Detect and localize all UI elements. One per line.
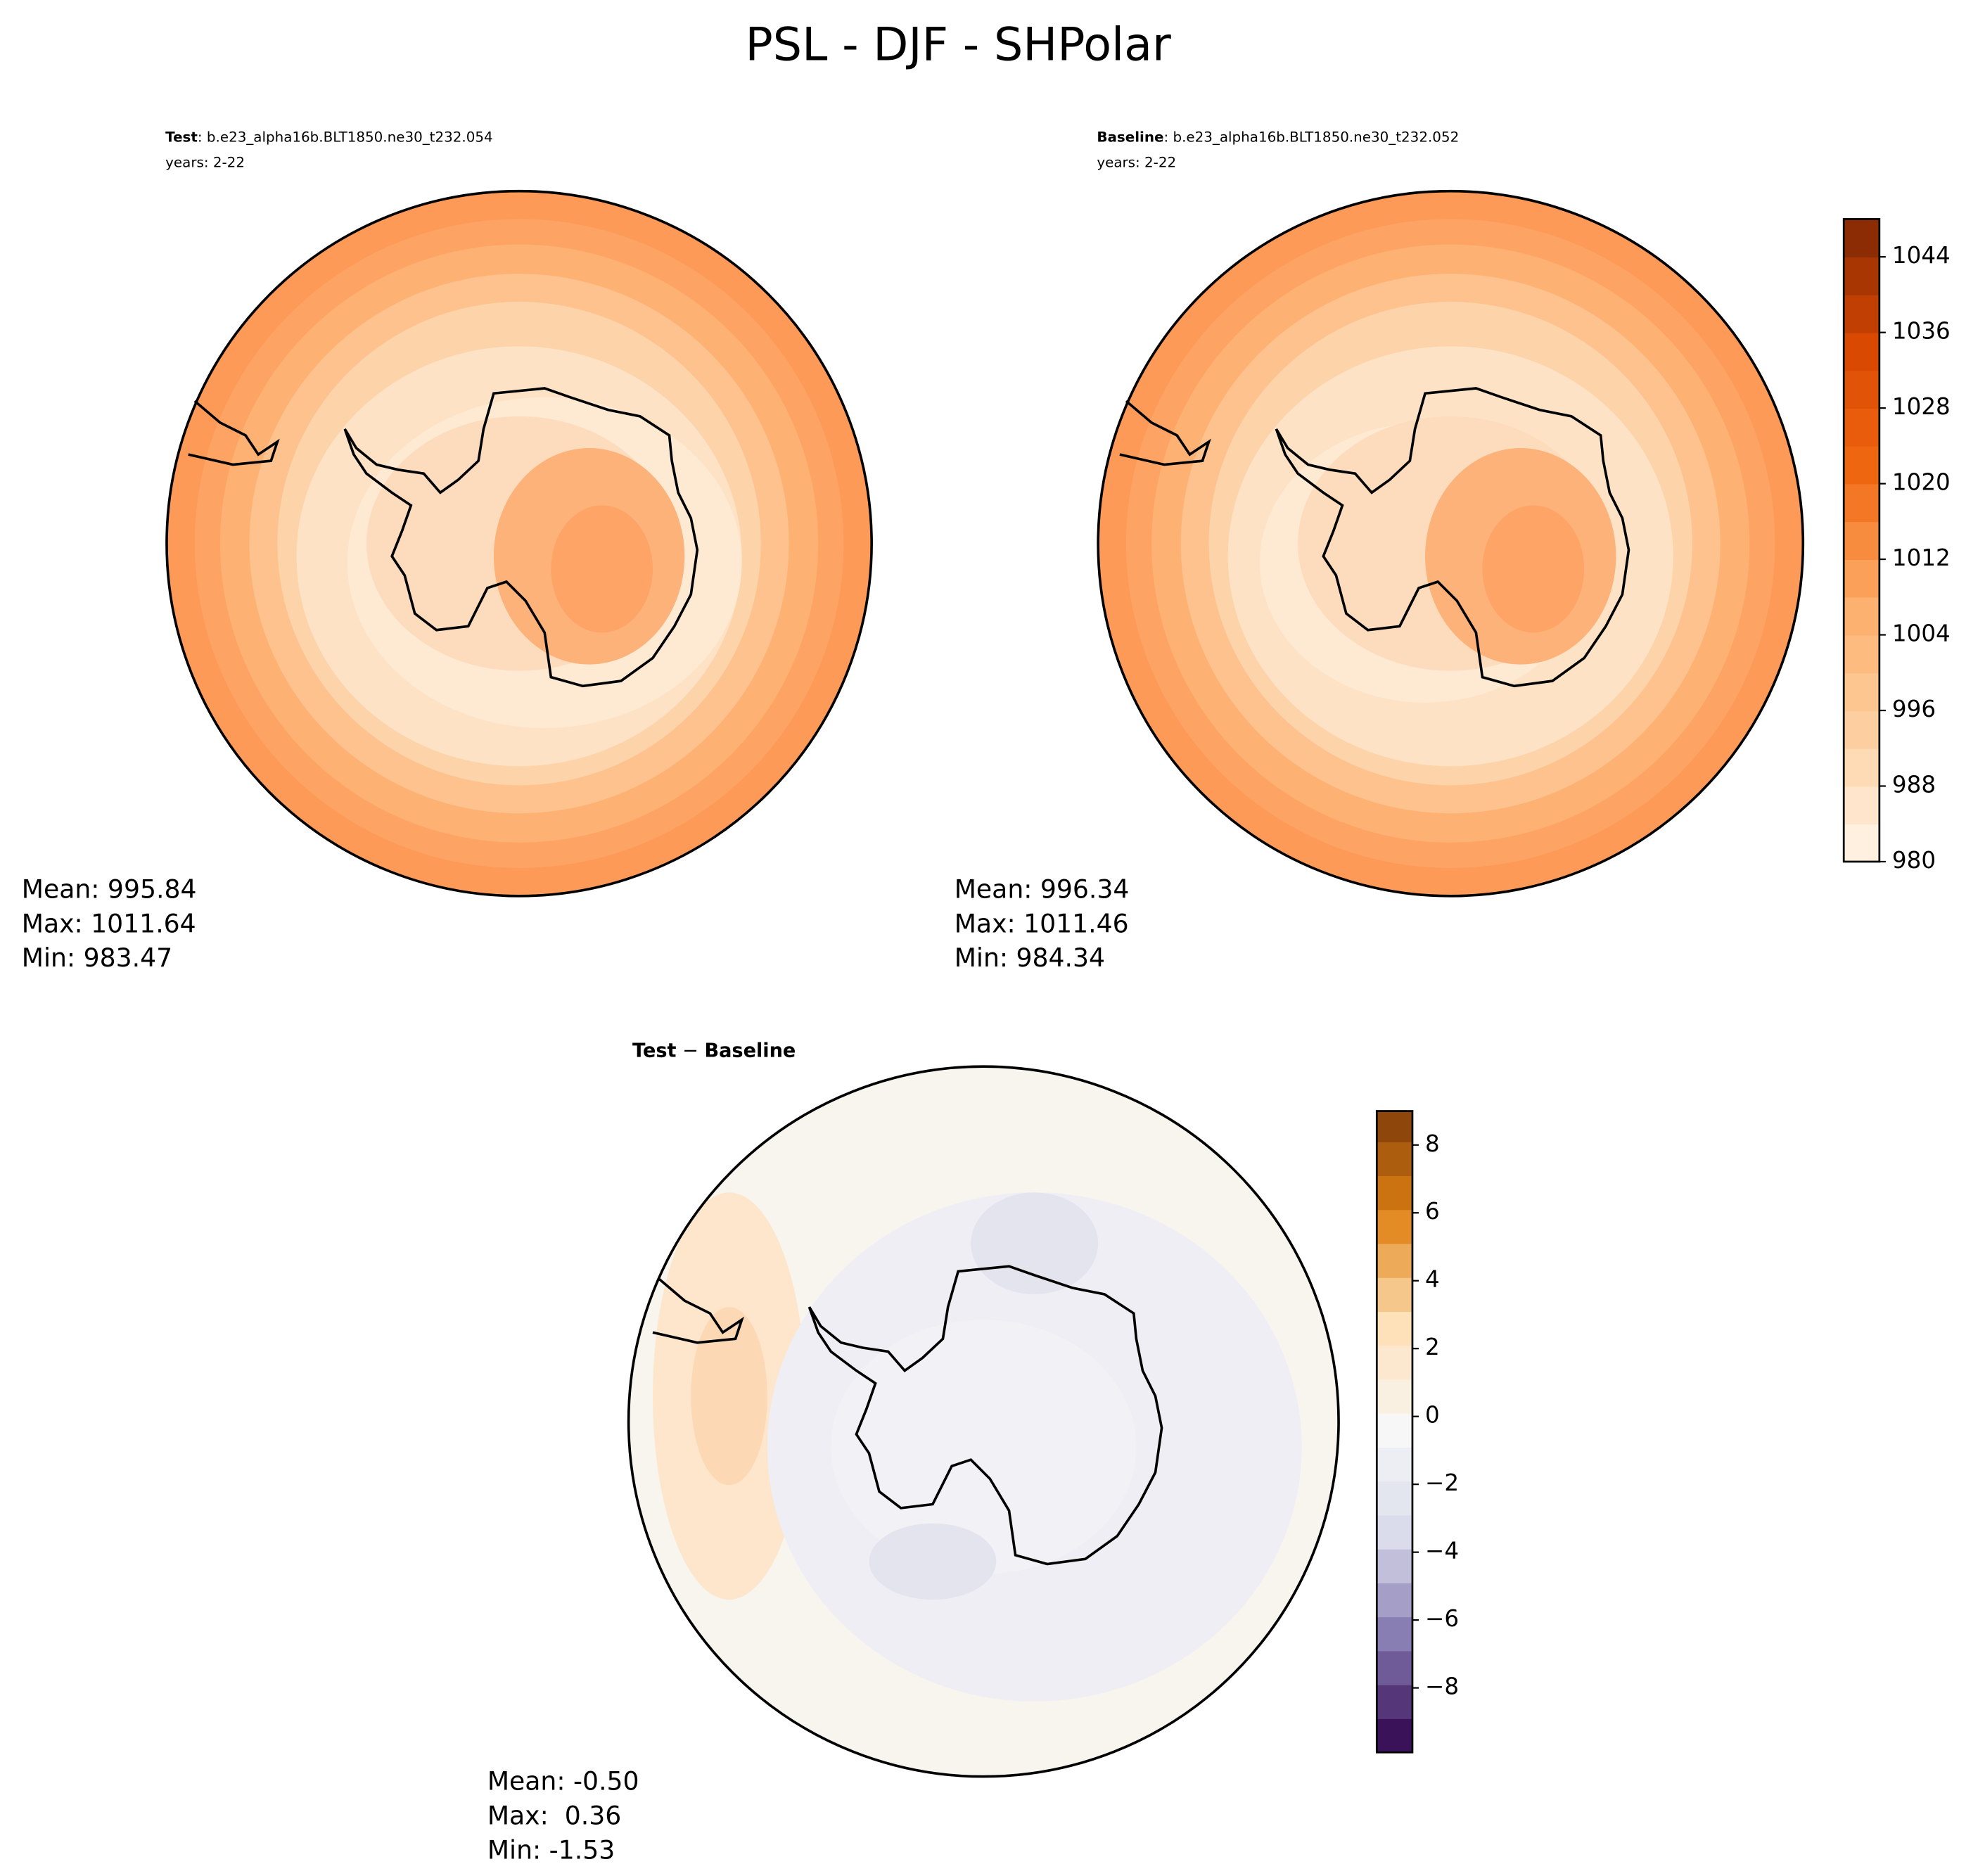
stat-text: Min: 983.47 [22, 943, 172, 973]
colorbar-band [1377, 1141, 1412, 1177]
colorbar-band [1844, 445, 1879, 485]
colorbar-band [1377, 1345, 1412, 1380]
colorbar-tick-label: 980 [1892, 847, 1936, 874]
stat-text: Min: -1.53 [487, 1834, 615, 1865]
colorbar-band [1377, 1684, 1412, 1719]
colorbar-tick-label: 1004 [1892, 620, 1951, 647]
colorbar-frame [1375, 1110, 1414, 1754]
panel-years: years: 2-22 [1097, 154, 1176, 170]
panel-years: years: 2-22 [165, 154, 245, 170]
colorbar-band [1844, 559, 1879, 598]
colorbar-band [1377, 1447, 1412, 1482]
colorbar-band [1377, 1583, 1412, 1618]
colorbar-band [1844, 370, 1879, 409]
colorbar-band [1377, 1481, 1412, 1516]
test-map [165, 189, 873, 898]
colorbar-band [1377, 1650, 1412, 1685]
colorbar-band [1844, 748, 1879, 787]
colorbar-tick-label: 1028 [1892, 393, 1951, 420]
colorbar-band [1844, 710, 1879, 749]
colorbar-band [1844, 408, 1879, 447]
colorbar-band [1377, 1311, 1412, 1346]
figure-title: PSL - DJF - SHPolar [746, 18, 1171, 71]
colorbar-tick-label: 1044 [1892, 242, 1951, 269]
colorbar-band [1844, 294, 1879, 333]
colorbar-tick-label: 6 [1425, 1198, 1440, 1225]
colorbar-tick-label: 1012 [1892, 544, 1951, 571]
colorbar-tick-label: 996 [1892, 696, 1936, 722]
panel-label: Baseline [704, 1040, 796, 1061]
stat-text: Min: 984.34 [955, 943, 1105, 973]
colorbar-tick-label: 1036 [1892, 318, 1951, 345]
panel-header: Test − Baseline [632, 1040, 796, 1061]
stat-text: Mean: 995.84 [22, 874, 197, 905]
colorbar-frame [1842, 218, 1881, 863]
colorbar-band [1844, 332, 1879, 371]
colorbar-band [1844, 219, 1879, 258]
colorbar-band [1377, 1616, 1412, 1652]
baseline-map [1097, 189, 1805, 898]
stat-text: Mean: -0.50 [487, 1766, 639, 1797]
panel-label: Test [632, 1040, 676, 1061]
colorbar-tick-label: −8 [1425, 1673, 1459, 1700]
colorbar-band [1377, 1548, 1412, 1583]
panel-header: Baseline: b.e23_alpha16b.BLT1850.ne30_t2… [1097, 129, 1459, 145]
stat-text: Max: 0.36 [487, 1801, 621, 1831]
colorbar-tick-label: 8 [1425, 1130, 1440, 1157]
colorbar-band [1377, 1243, 1412, 1278]
colorbar-band [1377, 1718, 1412, 1754]
colorbar-band [1844, 786, 1879, 825]
colorbar-band [1377, 1379, 1412, 1414]
colorbar-band [1844, 257, 1879, 295]
panel-label: Test [165, 129, 198, 145]
colorbar-band [1844, 672, 1879, 711]
panel-header: Test: b.e23_alpha16b.BLT1850.ne30_t232.0… [165, 129, 492, 145]
difference-map [627, 1065, 1340, 1778]
panel-case: : b.e23_alpha16b.BLT1850.ne30_t232.052 [1163, 129, 1459, 145]
colorbar-band [1377, 1412, 1412, 1448]
colorbar-band [1844, 634, 1879, 674]
panel-label: Baseline [1097, 129, 1163, 145]
colorbar-band [1377, 1111, 1412, 1142]
colorbar-band [1377, 1277, 1412, 1313]
colorbar-tick-label: −4 [1425, 1538, 1459, 1564]
panel-sep: − [676, 1040, 704, 1061]
colorbar-band [1844, 521, 1879, 560]
colorbar-tick-label: 0 [1425, 1402, 1440, 1429]
colorbar-tick-label: −6 [1425, 1605, 1459, 1632]
stat-text: Mean: 996.34 [955, 874, 1130, 905]
panel-case: : b.e23_alpha16b.BLT1850.ne30_t232.054 [198, 129, 493, 145]
colorbar-band [1377, 1175, 1412, 1211]
colorbar-band [1844, 596, 1879, 636]
colorbar-tick-label: 4 [1425, 1266, 1440, 1293]
colorbar-tick-label: 2 [1425, 1334, 1440, 1360]
stat-text: Max: 1011.64 [22, 908, 196, 938]
colorbar-tick-label: 1020 [1892, 469, 1951, 496]
colorbar-band [1844, 824, 1879, 862]
colorbar-tick-label: −2 [1425, 1469, 1459, 1496]
stat-text: Max: 1011.46 [955, 908, 1129, 938]
colorbar-tick-label: 988 [1892, 771, 1936, 798]
colorbar-band [1377, 1514, 1412, 1550]
colorbar-band [1844, 483, 1879, 523]
colorbar-band [1377, 1209, 1412, 1244]
